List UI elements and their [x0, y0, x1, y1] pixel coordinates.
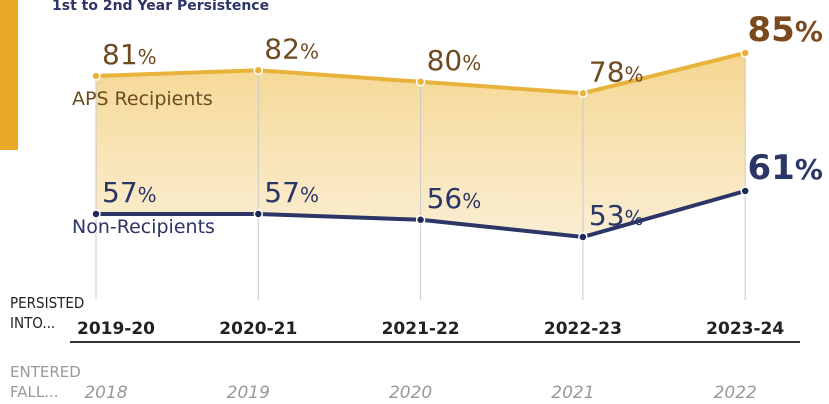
sidebar	[0, 0, 18, 150]
data-label: 61%	[748, 148, 823, 188]
point	[578, 88, 588, 98]
data-label-number: 78	[589, 55, 625, 88]
data-label-unit: %	[138, 183, 157, 207]
data-label: 85%	[748, 10, 823, 50]
data-label-unit: %	[300, 39, 319, 63]
data-label-unit: %	[625, 206, 644, 230]
secondary-tick-label: 2021	[551, 383, 594, 403]
data-label-unit: %	[462, 189, 481, 213]
point	[415, 77, 426, 87]
point	[91, 71, 101, 81]
point	[415, 215, 426, 225]
point	[253, 209, 264, 219]
data-label-number: 57	[102, 176, 138, 209]
x-tick-label: 2023-24	[706, 319, 784, 339]
data-label-unit: %	[625, 62, 644, 86]
secondary-tick-label: 2022	[714, 383, 757, 403]
x-tick-label: 2022-23	[544, 319, 622, 339]
data-label-number: 56	[427, 182, 463, 215]
data-label-number: 53	[589, 199, 625, 232]
data-label-unit: %	[138, 45, 157, 69]
secondary-tick-label: 2019	[227, 383, 270, 403]
point	[740, 48, 750, 58]
data-label-number: 57	[264, 176, 300, 209]
point	[578, 232, 588, 242]
data-label-unit: %	[795, 15, 823, 48]
secondary-label: FALL...	[10, 383, 59, 401]
data-label: 53%	[589, 199, 644, 232]
data-label-number: 61	[748, 148, 795, 188]
data-label-number: 82	[264, 32, 300, 65]
x-tick-label: 2021-22	[382, 319, 460, 339]
data-label-unit: %	[795, 153, 823, 186]
category-label: PERSISTED	[10, 294, 84, 312]
x-tick-label: 2020-21	[219, 319, 297, 339]
data-label: 56%	[427, 182, 482, 215]
category-label: INTO...	[10, 314, 55, 332]
data-label: 82%	[264, 32, 319, 65]
data-label-unit: %	[300, 183, 319, 207]
data-label: 78%	[589, 55, 644, 88]
data-label: 80%	[427, 44, 482, 77]
secondary-tick-label: 2020	[389, 383, 432, 403]
secondary-tick-label: 2018	[84, 383, 127, 403]
legend-label: Non-Recipients	[72, 216, 215, 238]
point	[253, 65, 264, 75]
data-label-number: 81	[102, 38, 138, 71]
data-label: 81%	[102, 38, 157, 71]
point	[91, 209, 101, 219]
legend-label: APS Recipients	[72, 88, 213, 110]
data-label: 57%	[264, 176, 319, 209]
chart-title: 1st to 2nd Year Persistence	[52, 0, 269, 14]
secondary-label: ENTERED	[10, 363, 81, 381]
data-label-number: 80	[427, 44, 463, 77]
data-label-unit: %	[462, 51, 481, 75]
data-label-number: 85	[748, 10, 795, 50]
x-tick-label: 2019-20	[77, 319, 155, 339]
data-label: 57%	[102, 176, 157, 209]
point	[740, 186, 750, 196]
